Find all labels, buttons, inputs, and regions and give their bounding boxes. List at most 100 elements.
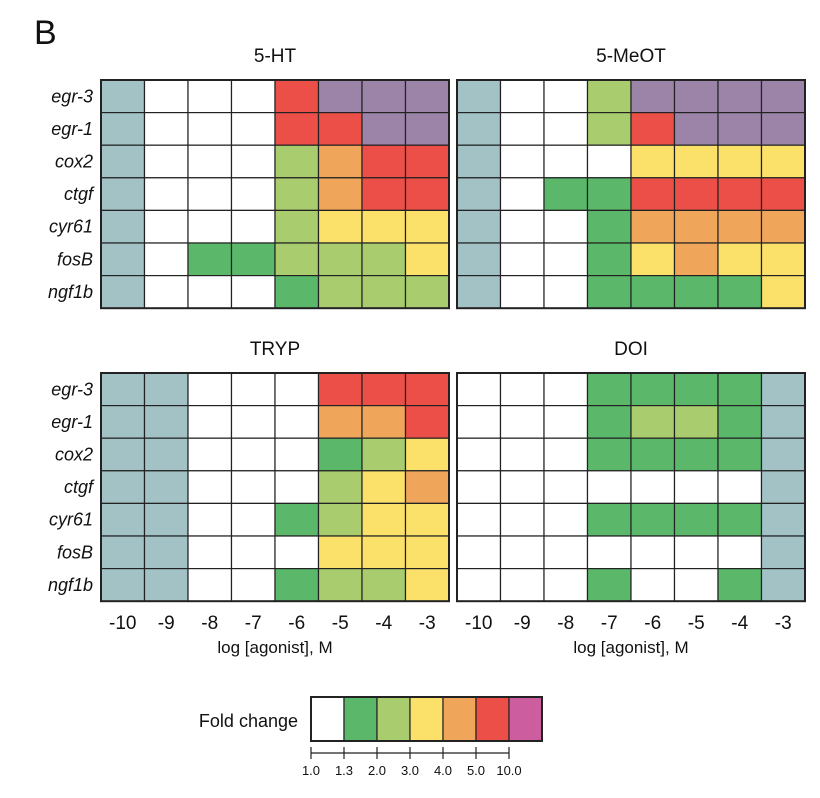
heatmap-cell bbox=[717, 372, 763, 407]
panel-title: 5-HT bbox=[254, 46, 297, 67]
heatmap-cell bbox=[630, 372, 676, 407]
heatmap-cell bbox=[143, 275, 189, 309]
heatmap-cell bbox=[274, 405, 320, 439]
heatmap-cell bbox=[717, 177, 763, 212]
heatmap-cell bbox=[760, 535, 806, 570]
heatmap-cell bbox=[630, 177, 676, 212]
panel-frame bbox=[456, 79, 806, 310]
heatmap-cell bbox=[543, 209, 589, 244]
heatmap-cell bbox=[586, 470, 632, 504]
x-tick-label: -6 bbox=[288, 613, 305, 634]
heatmap-cell bbox=[760, 470, 806, 504]
heatmap-cell bbox=[543, 437, 589, 472]
heatmap-panels: 5-HT egr-3 egr-1 cox2 ctgf cyr61 fosB ngf1b 5-Me… bbox=[48, 46, 806, 657]
heatmap-cell bbox=[274, 111, 320, 146]
heatmap-cell bbox=[404, 470, 450, 504]
heatmap-cell bbox=[456, 111, 502, 146]
heatmap-cell bbox=[143, 79, 189, 114]
heatmap-cell bbox=[456, 470, 502, 504]
heatmap-cell bbox=[100, 437, 146, 472]
heatmap-cell bbox=[187, 79, 233, 114]
gene-label: cox2 bbox=[55, 445, 93, 465]
heatmap-cell bbox=[317, 470, 363, 504]
panel-frame bbox=[456, 372, 806, 603]
heatmap-cell bbox=[586, 79, 632, 114]
heatmap-cell bbox=[630, 437, 676, 472]
x-tick-label: -10 bbox=[109, 613, 136, 634]
heatmap-cell bbox=[673, 242, 719, 277]
heatmap-cell bbox=[630, 209, 676, 244]
heatmap-cell bbox=[673, 209, 719, 244]
heatmap-cell bbox=[586, 144, 632, 179]
x-tick-label: -3 bbox=[419, 613, 436, 634]
heatmap-cell bbox=[630, 502, 676, 537]
heatmap-cell bbox=[143, 567, 189, 602]
heatmap-cell bbox=[499, 79, 545, 114]
heatmap-cell bbox=[317, 144, 363, 179]
heatmap-cell bbox=[499, 372, 545, 407]
heatmap-cell bbox=[361, 535, 407, 570]
heatmap-cell bbox=[230, 470, 276, 504]
heatmap-cell bbox=[499, 177, 545, 212]
heatmap-cell bbox=[499, 111, 545, 146]
heatmap-cell bbox=[673, 275, 719, 309]
x-tick-label: -4 bbox=[375, 613, 392, 634]
heatmap-cell bbox=[543, 275, 589, 309]
heatmap-cell bbox=[230, 275, 276, 309]
gene-label: egr-3 bbox=[51, 86, 93, 106]
heatmap-cell bbox=[456, 535, 502, 570]
heatmap-cell bbox=[274, 275, 320, 309]
heatmap-cell bbox=[404, 242, 450, 277]
heatmap-cell bbox=[361, 502, 407, 537]
heatmap-cell bbox=[630, 567, 676, 602]
heatmap-cell bbox=[187, 405, 233, 439]
legend-tick-label: 10.0 bbox=[496, 763, 521, 778]
heatmap-cell bbox=[760, 79, 806, 114]
heatmap-cell bbox=[230, 242, 276, 277]
heatmap-cell bbox=[760, 144, 806, 179]
x-tick-label: -7 bbox=[601, 613, 618, 634]
gene-label: ctgf bbox=[64, 477, 95, 497]
heatmap-panel: 5-HT egr-3 egr-1 cox2 ctgf cyr61 fosB ngf1b bbox=[48, 46, 450, 310]
heatmap-cell bbox=[717, 437, 763, 472]
heatmap-cell bbox=[274, 567, 320, 602]
fold-change-legend: Fold change 1.0 1.3 2.0 3.0 4.0 5.0 10.0 bbox=[199, 696, 543, 778]
heatmap-cell bbox=[673, 502, 719, 537]
heatmap-cell bbox=[760, 111, 806, 146]
legend-tick-label: 4.0 bbox=[434, 763, 452, 778]
heatmap-cell bbox=[543, 405, 589, 439]
heatmap-cell bbox=[143, 502, 189, 537]
heatmap-cell bbox=[361, 177, 407, 212]
heatmap-cell bbox=[456, 242, 502, 277]
heatmap-cell bbox=[404, 372, 450, 407]
x-tick-label: -4 bbox=[731, 613, 748, 634]
heatmap-cell bbox=[456, 567, 502, 602]
heatmap-cell bbox=[673, 405, 719, 439]
gene-label: fosB bbox=[57, 249, 93, 269]
heatmap-cell bbox=[100, 144, 146, 179]
heatmap-cell bbox=[456, 372, 502, 407]
heatmap-cell bbox=[143, 405, 189, 439]
legend-swatch bbox=[343, 696, 378, 742]
heatmap-cell bbox=[673, 470, 719, 504]
legend-tick-label: 5.0 bbox=[467, 763, 485, 778]
heatmap-cell bbox=[760, 372, 806, 407]
heatmap-cell bbox=[274, 437, 320, 472]
heatmap-cell bbox=[717, 275, 763, 309]
legend-swatch bbox=[310, 696, 345, 742]
heatmap-cell bbox=[499, 470, 545, 504]
x-tick-label: -8 bbox=[201, 613, 218, 634]
heatmap-cell bbox=[100, 242, 146, 277]
panel-title: DOI bbox=[614, 339, 648, 360]
heatmap-cell bbox=[717, 209, 763, 244]
heatmap-cell bbox=[100, 470, 146, 504]
heatmap-cell bbox=[187, 567, 233, 602]
heatmap-cell bbox=[673, 144, 719, 179]
legend-tick-label: 3.0 bbox=[401, 763, 419, 778]
heatmap-cell bbox=[717, 144, 763, 179]
heatmap-cell bbox=[274, 372, 320, 407]
heatmap-cell bbox=[543, 535, 589, 570]
heatmap-cell bbox=[317, 209, 363, 244]
heatmap-cell bbox=[673, 567, 719, 602]
heatmap-cell bbox=[760, 405, 806, 439]
